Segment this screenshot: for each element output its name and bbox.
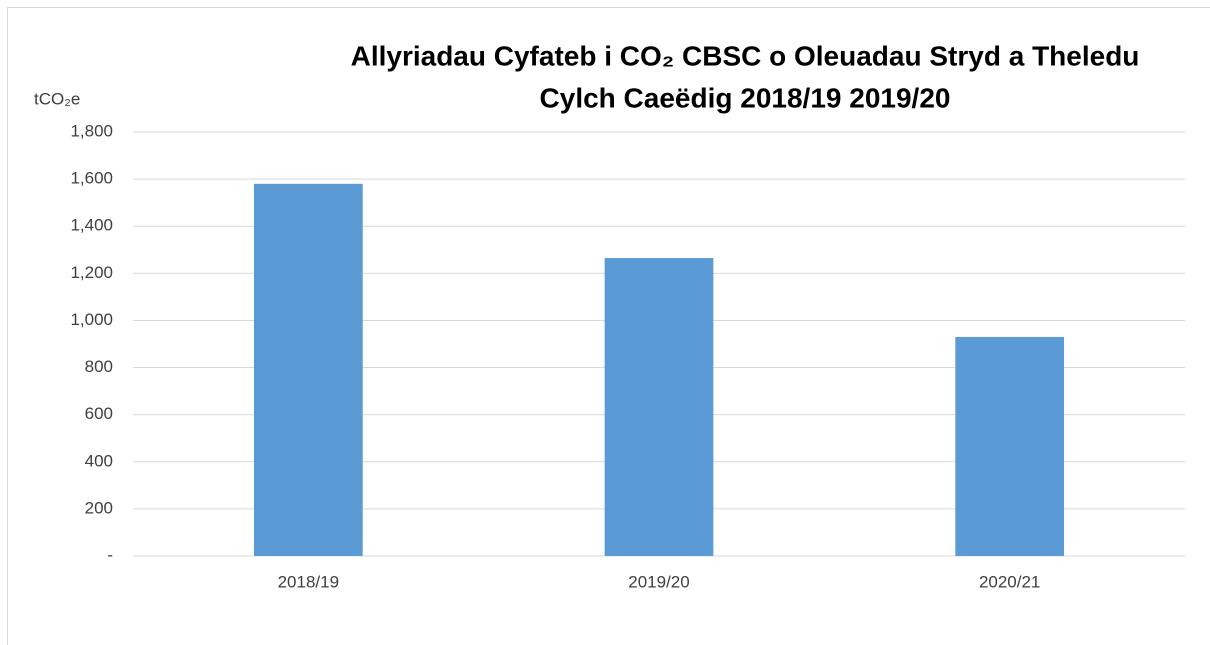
y-tick-label: -: [107, 545, 113, 564]
bar: [955, 336, 1065, 556]
y-tick-label: 600: [85, 404, 113, 423]
x-tick-label: 2018/19: [278, 572, 339, 591]
y-tick-label: 1,000: [70, 310, 113, 329]
y-tick-label: 400: [85, 451, 113, 470]
chart-border: [7, 7, 1210, 645]
y-axis-label: tCO₂e: [34, 89, 80, 108]
bar: [253, 183, 363, 557]
y-tick-label: 800: [85, 357, 113, 376]
y-tick-label: 1,200: [70, 263, 113, 282]
chart-title: Allyriadau Cyfateb i CO₂ CBSC o Oleuadau…: [351, 40, 1140, 71]
x-tick-label: 2020/21: [979, 572, 1040, 591]
bar: [604, 258, 714, 556]
y-tick-label: 200: [85, 498, 113, 517]
y-tick-label: 1,600: [70, 169, 113, 188]
y-tick-label: 1,400: [70, 216, 113, 235]
chart-title: Cylch Caeëdig 2018/19 2019/20: [540, 82, 951, 113]
y-tick-label: 1,800: [70, 121, 113, 140]
x-tick-label: 2019/20: [628, 572, 689, 591]
